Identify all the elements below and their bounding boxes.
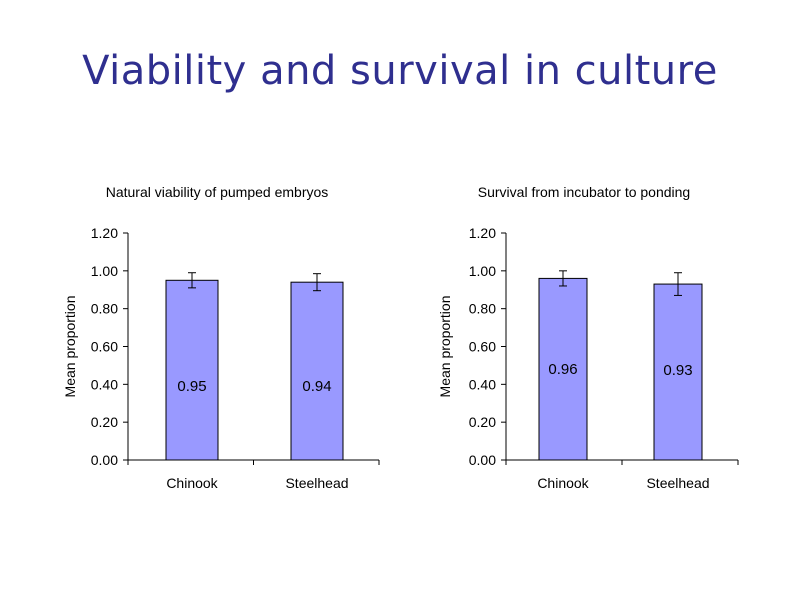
category-label: Steelhead xyxy=(646,475,709,491)
data-label: 0.96 xyxy=(548,361,577,378)
bar-steelhead xyxy=(290,281,344,461)
y-tick-label: 0.00 xyxy=(91,452,118,468)
y-tick-label: 1.20 xyxy=(469,225,496,241)
chart-title: Survival from incubator to ponding xyxy=(478,184,690,200)
data-label: 0.95 xyxy=(177,378,206,395)
y-tick-label: 0.40 xyxy=(469,376,496,392)
bar-steelhead xyxy=(653,283,703,461)
category-label: Chinook xyxy=(166,475,218,491)
category-label: Chinook xyxy=(537,475,589,491)
bar-chinook xyxy=(165,279,219,461)
y-tick-label: 1.20 xyxy=(91,225,118,241)
chart-title: Natural viability of pumped embryos xyxy=(106,184,329,200)
survival-chart: Survival from incubator to ponding Mean p… xyxy=(437,184,739,491)
y-tick-label: 1.00 xyxy=(469,263,496,279)
y-tick-label: 0.20 xyxy=(91,414,118,430)
slide-title: Viability and survival in culture xyxy=(82,48,718,94)
y-tick-label: 0.40 xyxy=(91,376,118,392)
y-tick-label: 0.00 xyxy=(469,452,496,468)
y-tick-label: 0.20 xyxy=(469,414,496,430)
data-label: 0.94 xyxy=(302,378,331,395)
y-tick-label: 0.60 xyxy=(91,339,118,355)
y-tick-label: 0.60 xyxy=(469,339,496,355)
y-tick-label: 0.80 xyxy=(91,301,118,317)
viability-chart: Natural viability of pumped embryos Mean … xyxy=(62,184,380,491)
y-tick-label: 1.00 xyxy=(91,263,118,279)
y-axis-label: Mean proportion xyxy=(62,296,78,398)
y-axis-label: Mean proportion xyxy=(437,296,453,398)
data-label: 0.93 xyxy=(663,362,692,379)
y-tick-label: 0.80 xyxy=(469,301,496,317)
bar-chinook xyxy=(538,277,588,461)
category-label: Steelhead xyxy=(285,475,348,491)
